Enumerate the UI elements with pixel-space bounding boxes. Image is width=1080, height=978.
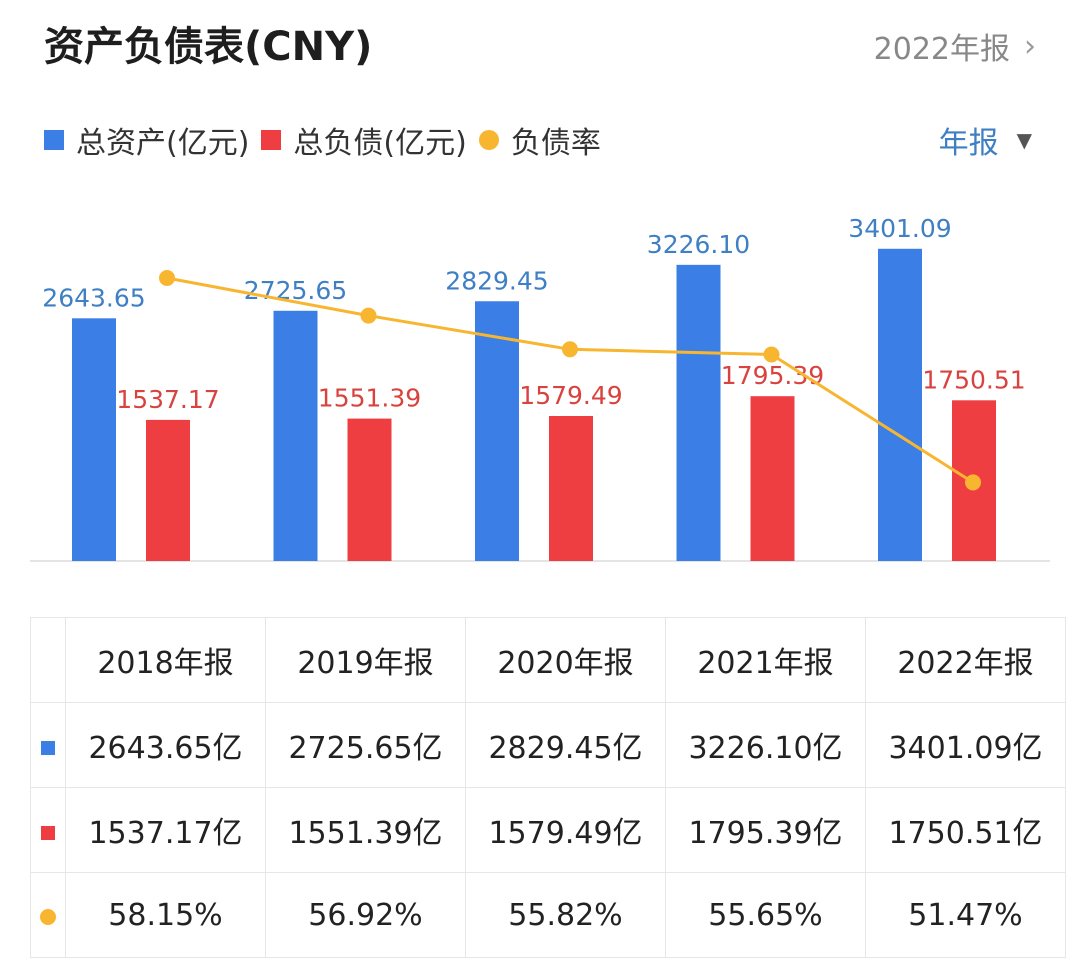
legend-square-icon (44, 130, 64, 150)
square-marker-icon (41, 740, 55, 755)
data-table: 2018年报 2019年报 2020年报 2021年报 2022年报 2643.… (30, 617, 1066, 958)
data-label-assets: 2643.65 (42, 283, 145, 312)
bar-total-liabilities (146, 419, 190, 561)
table-header-cell: 2019年报 (265, 617, 466, 703)
bar-total-assets (475, 301, 519, 561)
bar-total-assets (878, 248, 922, 561)
data-label-assets: 3401.09 (848, 214, 951, 243)
table-cell: 2725.65亿 (265, 702, 466, 788)
legend-item-assets[interactable]: 总资产(亿元) (44, 118, 249, 162)
debt-ratio-point (562, 341, 578, 358)
legend-label: 负债率 (510, 126, 601, 161)
debt-ratio-point (763, 346, 780, 363)
data-label-assets: 2725.65 (244, 276, 347, 305)
debt-ratio-point (159, 270, 175, 286)
bar-total-liabilities (347, 418, 392, 561)
square-marker-icon (41, 825, 55, 840)
table-header-row: 2018年报 2019年报 2020年报 2021年报 2022年报 (30, 617, 1066, 703)
bar-total-liabilities (549, 416, 593, 561)
table-cell: 3401.09亿 (865, 702, 1066, 788)
table-cell: 2829.45亿 (465, 702, 666, 788)
table-cell: 58.15% (65, 872, 266, 958)
table-cell: 51.47% (865, 872, 1066, 958)
legend-dot-icon (478, 130, 499, 150)
legend-item-debt-ratio[interactable]: 负债率 (478, 118, 601, 162)
chevron-right-icon: › (1024, 28, 1036, 64)
table-header-cell: 2020年报 (465, 617, 666, 703)
legend-label: 总资产(亿元) (76, 126, 250, 161)
table-cell: 1579.49亿 (465, 787, 666, 873)
data-label-liabilities: 1795.39 (721, 361, 824, 390)
legend-label: 总负债(亿元) (293, 126, 467, 161)
period-selector[interactable]: 2022年报 › (874, 24, 1036, 68)
caret-down-icon: ▼ (1016, 128, 1032, 152)
data-label-liabilities: 1551.39 (318, 384, 421, 413)
chart-legend: 总资产(亿元) 总负债(亿元) 负债率 (44, 118, 613, 162)
table-header-cell: 2022年报 (865, 617, 1066, 703)
row-marker (30, 872, 66, 958)
table-header-cell: 2018年报 (65, 617, 266, 703)
legend-square-icon (261, 130, 282, 150)
table-cell: 56.92% (265, 872, 466, 958)
data-label-assets: 3226.10 (647, 230, 750, 259)
data-label-assets: 2829.45 (445, 266, 548, 295)
bar-total-assets (676, 264, 721, 561)
balance-sheet-chart: 2643.65 1537.17 2725.65 1551.39 2829.45 1579.… (30, 214, 1050, 562)
table-cell: 2643.65亿 (65, 702, 266, 788)
page-title: 资产负债表(CNY) (44, 24, 373, 70)
dot-marker-icon (40, 908, 56, 925)
data-label-liabilities: 1537.17 (116, 385, 219, 414)
debt-ratio-point (965, 474, 981, 491)
table-cell: 1795.39亿 (665, 787, 866, 873)
table-cell: 1750.51亿 (865, 787, 1066, 873)
report-type-dropdown[interactable]: 年报 ▼ (939, 118, 1032, 162)
data-label-liabilities: 1579.49 (519, 381, 622, 410)
table-cell: 3226.10亿 (665, 702, 866, 788)
row-marker (30, 787, 66, 873)
table-row-assets: 2643.65亿 2725.65亿 2829.45亿 3226.10亿 3401… (30, 702, 1066, 788)
dropdown-label: 年报 (938, 126, 999, 161)
table-row-debt-ratio: 58.15% 56.92% 55.82% 55.65% 51.47% (30, 872, 1066, 958)
period-label: 2022年报 (873, 32, 1010, 67)
row-marker (30, 702, 66, 788)
table-corner-cell (30, 617, 66, 703)
table-header-cell: 2021年报 (665, 617, 866, 703)
legend-item-liabilities[interactable]: 总负债(亿元) (261, 118, 467, 162)
table-cell: 55.65% (665, 872, 866, 958)
bar-total-liabilities (750, 396, 795, 561)
bar-total-assets (273, 310, 318, 561)
table-cell: 1551.39亿 (265, 787, 466, 873)
table-row-liabilities: 1537.17亿 1551.39亿 1579.49亿 1795.39亿 1750… (30, 787, 1066, 873)
debt-ratio-point (360, 307, 377, 324)
table-cell: 55.82% (465, 872, 666, 958)
data-label-liabilities: 1750.51 (922, 365, 1025, 394)
table-cell: 1537.17亿 (65, 787, 266, 873)
bar-total-assets (72, 318, 116, 561)
